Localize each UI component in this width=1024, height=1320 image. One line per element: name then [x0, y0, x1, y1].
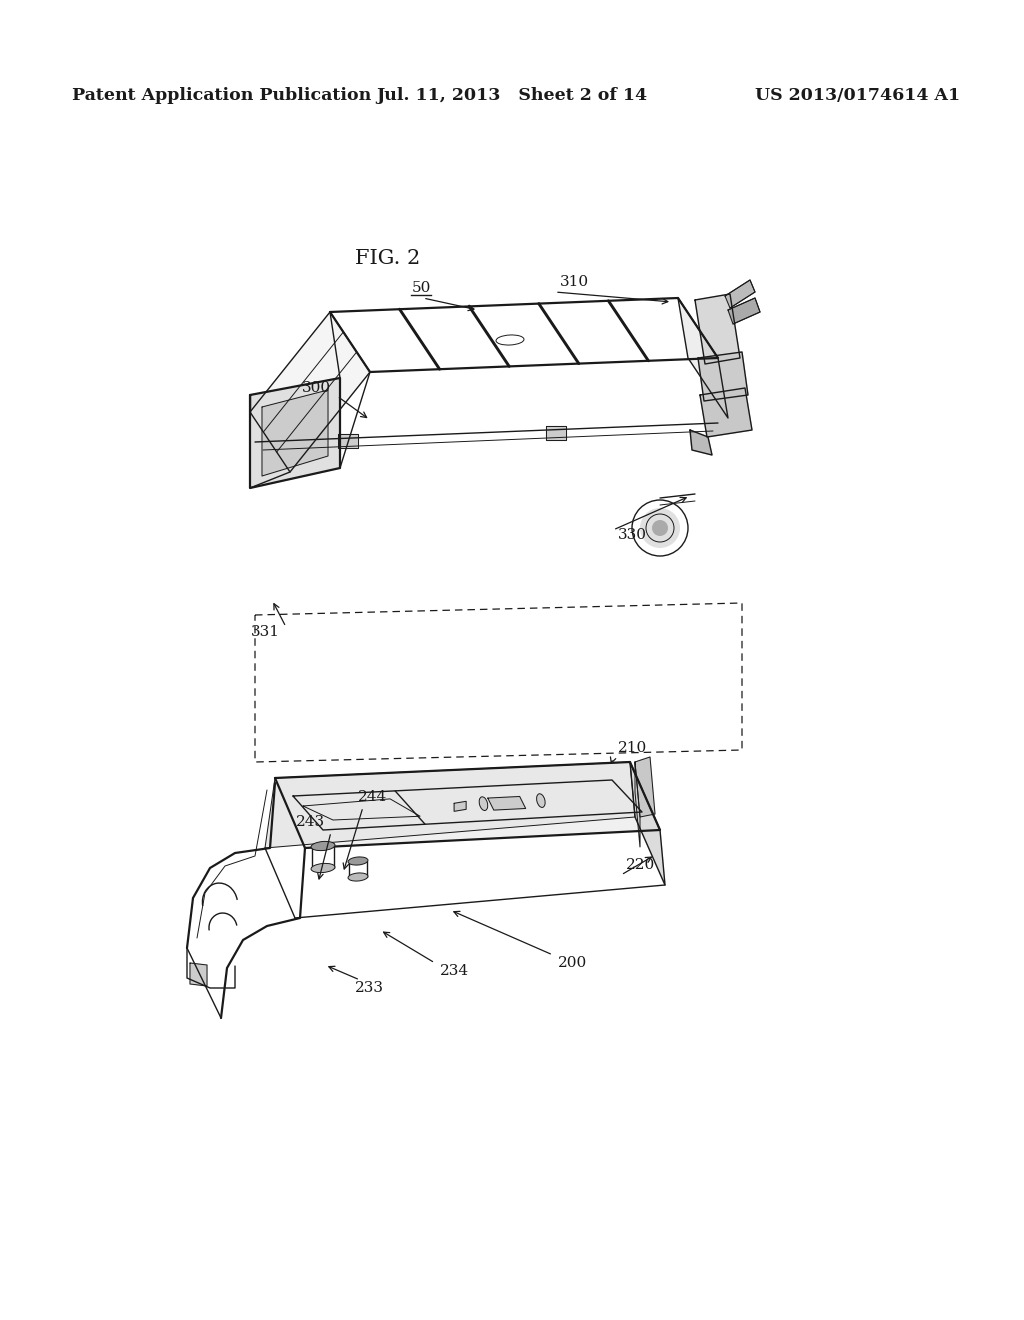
Ellipse shape: [496, 335, 524, 345]
Ellipse shape: [537, 793, 545, 808]
Text: 300: 300: [302, 381, 331, 395]
Text: 234: 234: [440, 964, 469, 978]
Polygon shape: [695, 294, 740, 364]
Polygon shape: [635, 762, 640, 847]
Text: 233: 233: [355, 981, 384, 995]
Text: 200: 200: [558, 956, 587, 970]
Polygon shape: [454, 801, 466, 812]
Ellipse shape: [311, 863, 335, 873]
Polygon shape: [330, 298, 718, 372]
Polygon shape: [262, 389, 328, 477]
Polygon shape: [250, 378, 340, 488]
Text: 220: 220: [626, 858, 655, 873]
Ellipse shape: [311, 841, 335, 850]
Text: 243: 243: [296, 814, 326, 829]
Polygon shape: [338, 434, 357, 449]
Polygon shape: [250, 312, 370, 473]
Ellipse shape: [348, 873, 368, 880]
Text: 244: 244: [358, 789, 387, 804]
Circle shape: [652, 520, 668, 536]
Polygon shape: [190, 964, 207, 986]
Text: Patent Application Publication: Patent Application Publication: [72, 87, 372, 103]
Text: 330: 330: [618, 528, 647, 543]
Polygon shape: [635, 756, 655, 817]
Polygon shape: [487, 796, 525, 810]
Text: 210: 210: [618, 741, 647, 755]
Ellipse shape: [348, 857, 368, 865]
Polygon shape: [700, 388, 752, 437]
Polygon shape: [630, 762, 665, 884]
Polygon shape: [690, 430, 712, 455]
Text: 50: 50: [412, 281, 431, 294]
Polygon shape: [275, 762, 660, 847]
Text: Jul. 11, 2013   Sheet 2 of 14: Jul. 11, 2013 Sheet 2 of 14: [377, 87, 647, 103]
Circle shape: [640, 508, 680, 548]
Text: US 2013/0174614 A1: US 2013/0174614 A1: [755, 87, 961, 103]
Text: 310: 310: [560, 275, 589, 289]
Text: FIG. 2: FIG. 2: [355, 248, 421, 268]
Polygon shape: [265, 762, 635, 847]
Text: 331: 331: [251, 624, 280, 639]
Polygon shape: [728, 298, 760, 323]
Polygon shape: [678, 298, 728, 418]
Polygon shape: [546, 425, 566, 440]
Polygon shape: [698, 352, 748, 401]
Polygon shape: [725, 280, 755, 308]
Ellipse shape: [479, 797, 487, 810]
